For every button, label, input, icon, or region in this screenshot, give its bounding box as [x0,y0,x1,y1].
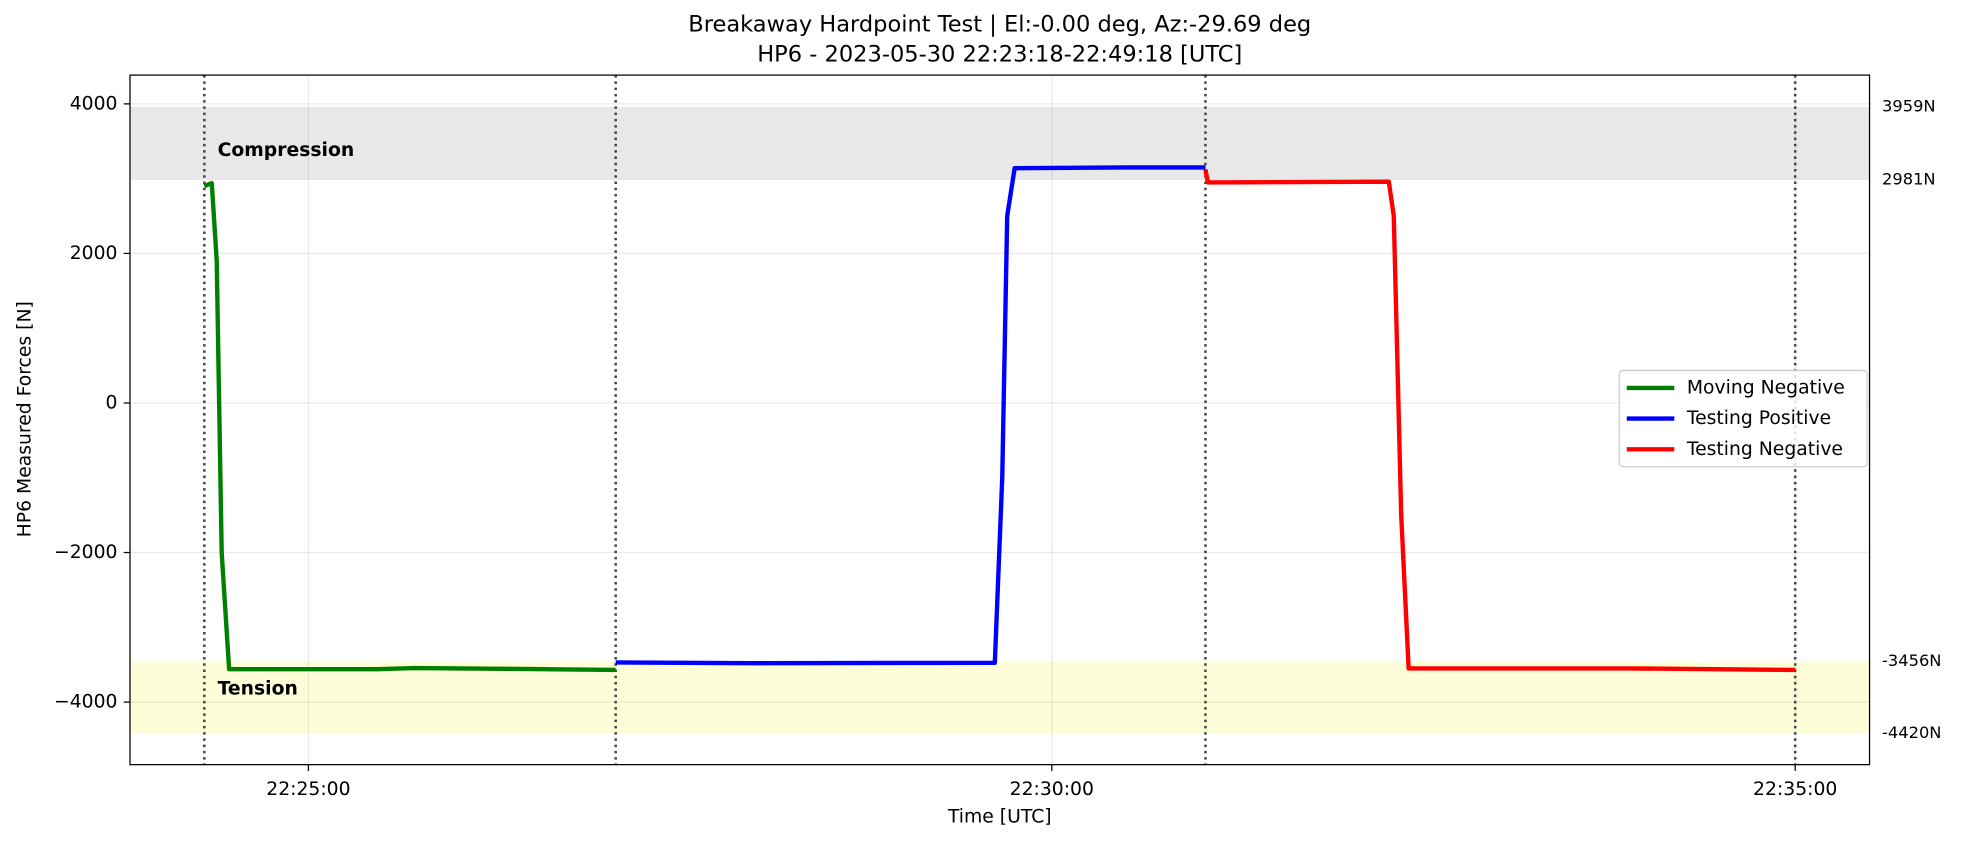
y-tick-label: −2000 [54,542,117,563]
band-annotation: Compression [218,140,355,161]
y-tick-label: 4000 [70,93,118,114]
legend-box [1618,369,1868,468]
legend-label: Moving Negative [1687,377,1845,398]
x-axis-label: Time [UTC] [947,807,1052,828]
band-annotation: Tension [218,678,298,699]
band-label: -3456N [1882,651,1941,670]
y-tick-label: 2000 [70,243,118,264]
x-tick-label: 22:35:00 [1753,779,1837,800]
y-tick-label: 0 [106,392,118,413]
chart-title: Breakaway Hardpoint Test | El:-0.00 deg,… [688,12,1311,38]
legend-label: Testing Positive [1686,408,1831,429]
series-line [203,180,616,673]
plot-frame [129,74,1871,766]
series-line [615,165,1206,666]
legend-label: Testing Negative [1686,439,1843,460]
band [129,661,1870,734]
x-tick-label: 22:30:00 [1010,779,1094,800]
band-label: 3959N [1882,96,1936,115]
y-axis-label: HP6 Measured Forces [N] [14,301,35,537]
band-label: -4420N [1882,723,1941,742]
series-line [1203,169,1796,673]
y-tick-label: −4000 [54,692,117,713]
band [129,106,1870,181]
band-label: 2981N [1882,170,1936,189]
x-tick-label: 22:25:00 [266,779,350,800]
chart-subtitle: HP6 - 2023-05-30 22:23:18-22:49:18 [UTC] [757,42,1242,68]
